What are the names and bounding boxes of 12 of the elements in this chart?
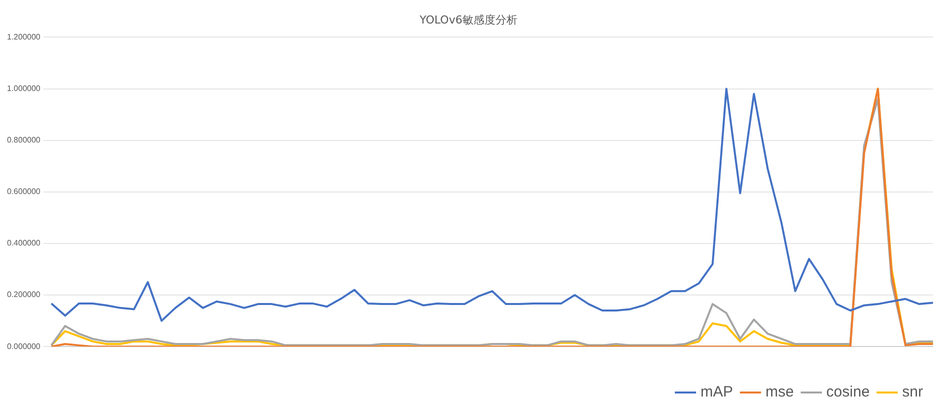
y-tick-label: 1.000000 [6, 84, 41, 93]
y-tick-label: 0.400000 [6, 238, 41, 248]
y-tick-label: 0.000000 [6, 342, 41, 351]
legend-label: cosine [826, 384, 870, 401]
y-tick-label: 0.600000 [6, 187, 41, 196]
legend-label: mAP [700, 384, 733, 401]
y-tick-label: 0.800000 [6, 136, 41, 145]
y-tick-label: 0.200000 [6, 290, 41, 300]
legend-label: mse [765, 384, 794, 401]
chart-title: YOLOv6敏感度分析 [418, 13, 518, 26]
legend-label: snr [902, 384, 924, 401]
y-tick-label: 1.200000 [6, 32, 41, 42]
